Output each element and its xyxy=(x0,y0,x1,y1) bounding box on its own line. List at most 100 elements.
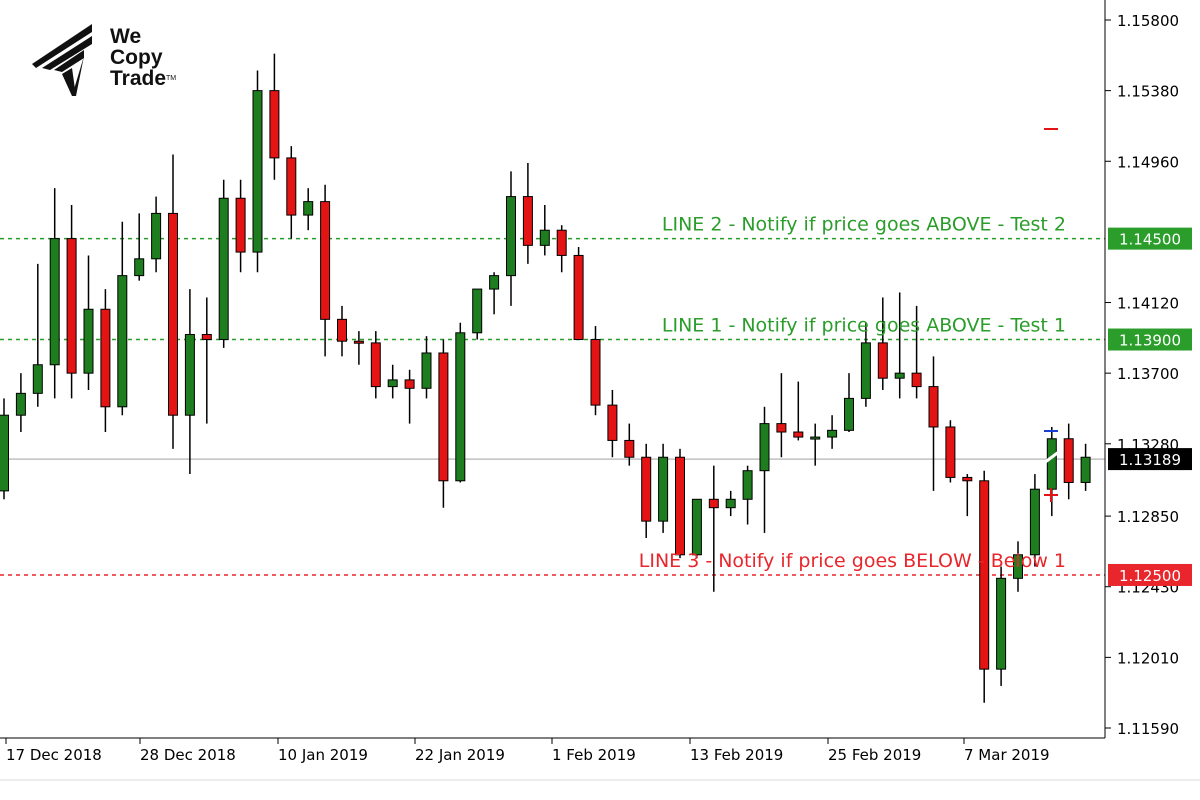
logo-line-we: We xyxy=(110,25,142,48)
candle-body xyxy=(522,196,533,246)
y-tick-label: 1.15800 xyxy=(1117,12,1179,30)
x-tick-label: 10 Jan 2019 xyxy=(278,746,368,764)
candle-body xyxy=(438,352,449,482)
candle-body xyxy=(641,456,652,522)
candle-body xyxy=(151,212,162,260)
candle-body xyxy=(472,288,483,334)
candle-body xyxy=(1046,438,1057,490)
candle-body xyxy=(742,470,753,500)
candle-body xyxy=(573,254,584,341)
candle-body xyxy=(303,201,314,216)
candle-body xyxy=(269,90,280,159)
x-tick-label: 22 Jan 2019 xyxy=(415,746,505,764)
candle-body xyxy=(1080,456,1091,483)
x-tick-label: 1 Feb 2019 xyxy=(552,746,636,764)
alert-line-label-2: LINE 1 - Notify if price goes ABOVE - Te… xyxy=(662,315,1066,337)
candle-body xyxy=(455,332,466,482)
candle-body xyxy=(658,456,669,522)
y-tick-label: 1.13700 xyxy=(1117,365,1179,383)
logo-line-copy: Copy xyxy=(110,46,163,69)
x-tick-label: 7 Mar 2019 xyxy=(964,746,1050,764)
trade-markers-layer xyxy=(1039,128,1061,502)
candle-body xyxy=(1063,438,1074,483)
candle-body xyxy=(810,436,821,440)
candle-body xyxy=(252,90,263,253)
brand-logo: We Copy TradeTM xyxy=(28,20,198,100)
candle-body xyxy=(134,258,145,277)
candle-body xyxy=(117,275,128,408)
candle-body xyxy=(691,498,702,556)
candle-body xyxy=(32,364,43,394)
horizontal-lines-layer xyxy=(0,237,1105,576)
candle-body xyxy=(928,386,939,428)
logo-wordmark: We Copy TradeTM xyxy=(110,26,176,89)
y-tick-label: 1.12850 xyxy=(1117,508,1179,526)
candle-body xyxy=(235,197,246,253)
x-tick-label: 13 Feb 2019 xyxy=(690,746,783,764)
candle-body xyxy=(962,476,973,482)
candle-body xyxy=(827,429,838,438)
price-boxes: 1.14500 1.13900 1.12500 1.13189 xyxy=(1108,227,1192,586)
candle-body xyxy=(793,431,804,438)
y-tick-label: 1.12010 xyxy=(1117,649,1179,667)
price-box-bg-2 xyxy=(1108,328,1192,351)
candles-layer xyxy=(0,53,1091,703)
candle-body xyxy=(387,379,398,388)
candle-body xyxy=(708,498,719,509)
x-ticks: 17 Dec 2018 28 Dec 2018 10 Jan 2019 22 Jan … xyxy=(5,738,1050,764)
candle-body xyxy=(776,423,787,433)
candle-body xyxy=(844,397,854,431)
x-tick-label: 17 Dec 2018 xyxy=(6,746,102,764)
trade-marker-arrow xyxy=(1039,449,1061,468)
price-box-label-3: 1.12500 xyxy=(1119,567,1181,585)
candle-body xyxy=(489,275,500,290)
current-price-box xyxy=(1108,448,1192,471)
candle-body xyxy=(100,308,111,408)
candle-body xyxy=(337,318,347,342)
candle-body xyxy=(539,229,550,246)
alert-line-label-3: LINE 3 - Notify if price goes BELOW - Be… xyxy=(639,550,1066,572)
candle-body xyxy=(15,392,26,416)
candle-body xyxy=(184,333,195,416)
candle-body xyxy=(370,342,381,388)
candle-body xyxy=(421,352,432,389)
candle-body xyxy=(353,340,364,344)
candle-body xyxy=(911,372,922,388)
price-box-label-2: 1.13900 xyxy=(1119,332,1181,350)
candle-body xyxy=(877,342,888,379)
candle-body xyxy=(49,238,60,366)
price-box-bg-1 xyxy=(1108,227,1192,250)
candle-body xyxy=(201,333,212,341)
price-box-label-1: 1.14500 xyxy=(1119,231,1181,249)
candle-body xyxy=(996,577,1007,670)
candle-body xyxy=(624,439,635,458)
current-price-label: 1.13189 xyxy=(1119,451,1181,469)
y-tick-label: 1.15380 xyxy=(1117,83,1179,101)
candle-body xyxy=(404,379,415,389)
candle-body xyxy=(759,423,770,472)
candle-body xyxy=(979,480,990,670)
candle-body xyxy=(320,201,331,320)
line-labels-layer: LINE 2 - Notify if price goes ABOVE - Te… xyxy=(639,214,1066,572)
logo-tm: TM xyxy=(166,75,177,82)
candle-body xyxy=(556,229,567,256)
price-box-bg-3 xyxy=(1108,563,1192,586)
y-tick-label: 1.11590 xyxy=(1117,720,1179,738)
candle-body xyxy=(168,212,178,416)
x-tick-label: 25 Feb 2019 xyxy=(828,746,921,764)
candle-body xyxy=(286,157,297,216)
candle-body xyxy=(607,404,618,441)
y-tick-label: 1.14120 xyxy=(1117,295,1179,313)
candle-body xyxy=(1029,488,1040,556)
candle-body xyxy=(894,372,905,379)
x-tick-label: 28 Dec 2018 xyxy=(140,746,236,764)
candle-body xyxy=(725,498,736,509)
candle-body xyxy=(1013,554,1023,579)
candle-body xyxy=(590,339,601,406)
candle-body xyxy=(945,426,956,478)
logo-mark-icon xyxy=(32,24,92,96)
candle-body xyxy=(218,197,229,341)
alert-line-label-1: LINE 2 - Notify if price goes ABOVE - Te… xyxy=(662,214,1066,236)
candle-body xyxy=(860,342,871,399)
